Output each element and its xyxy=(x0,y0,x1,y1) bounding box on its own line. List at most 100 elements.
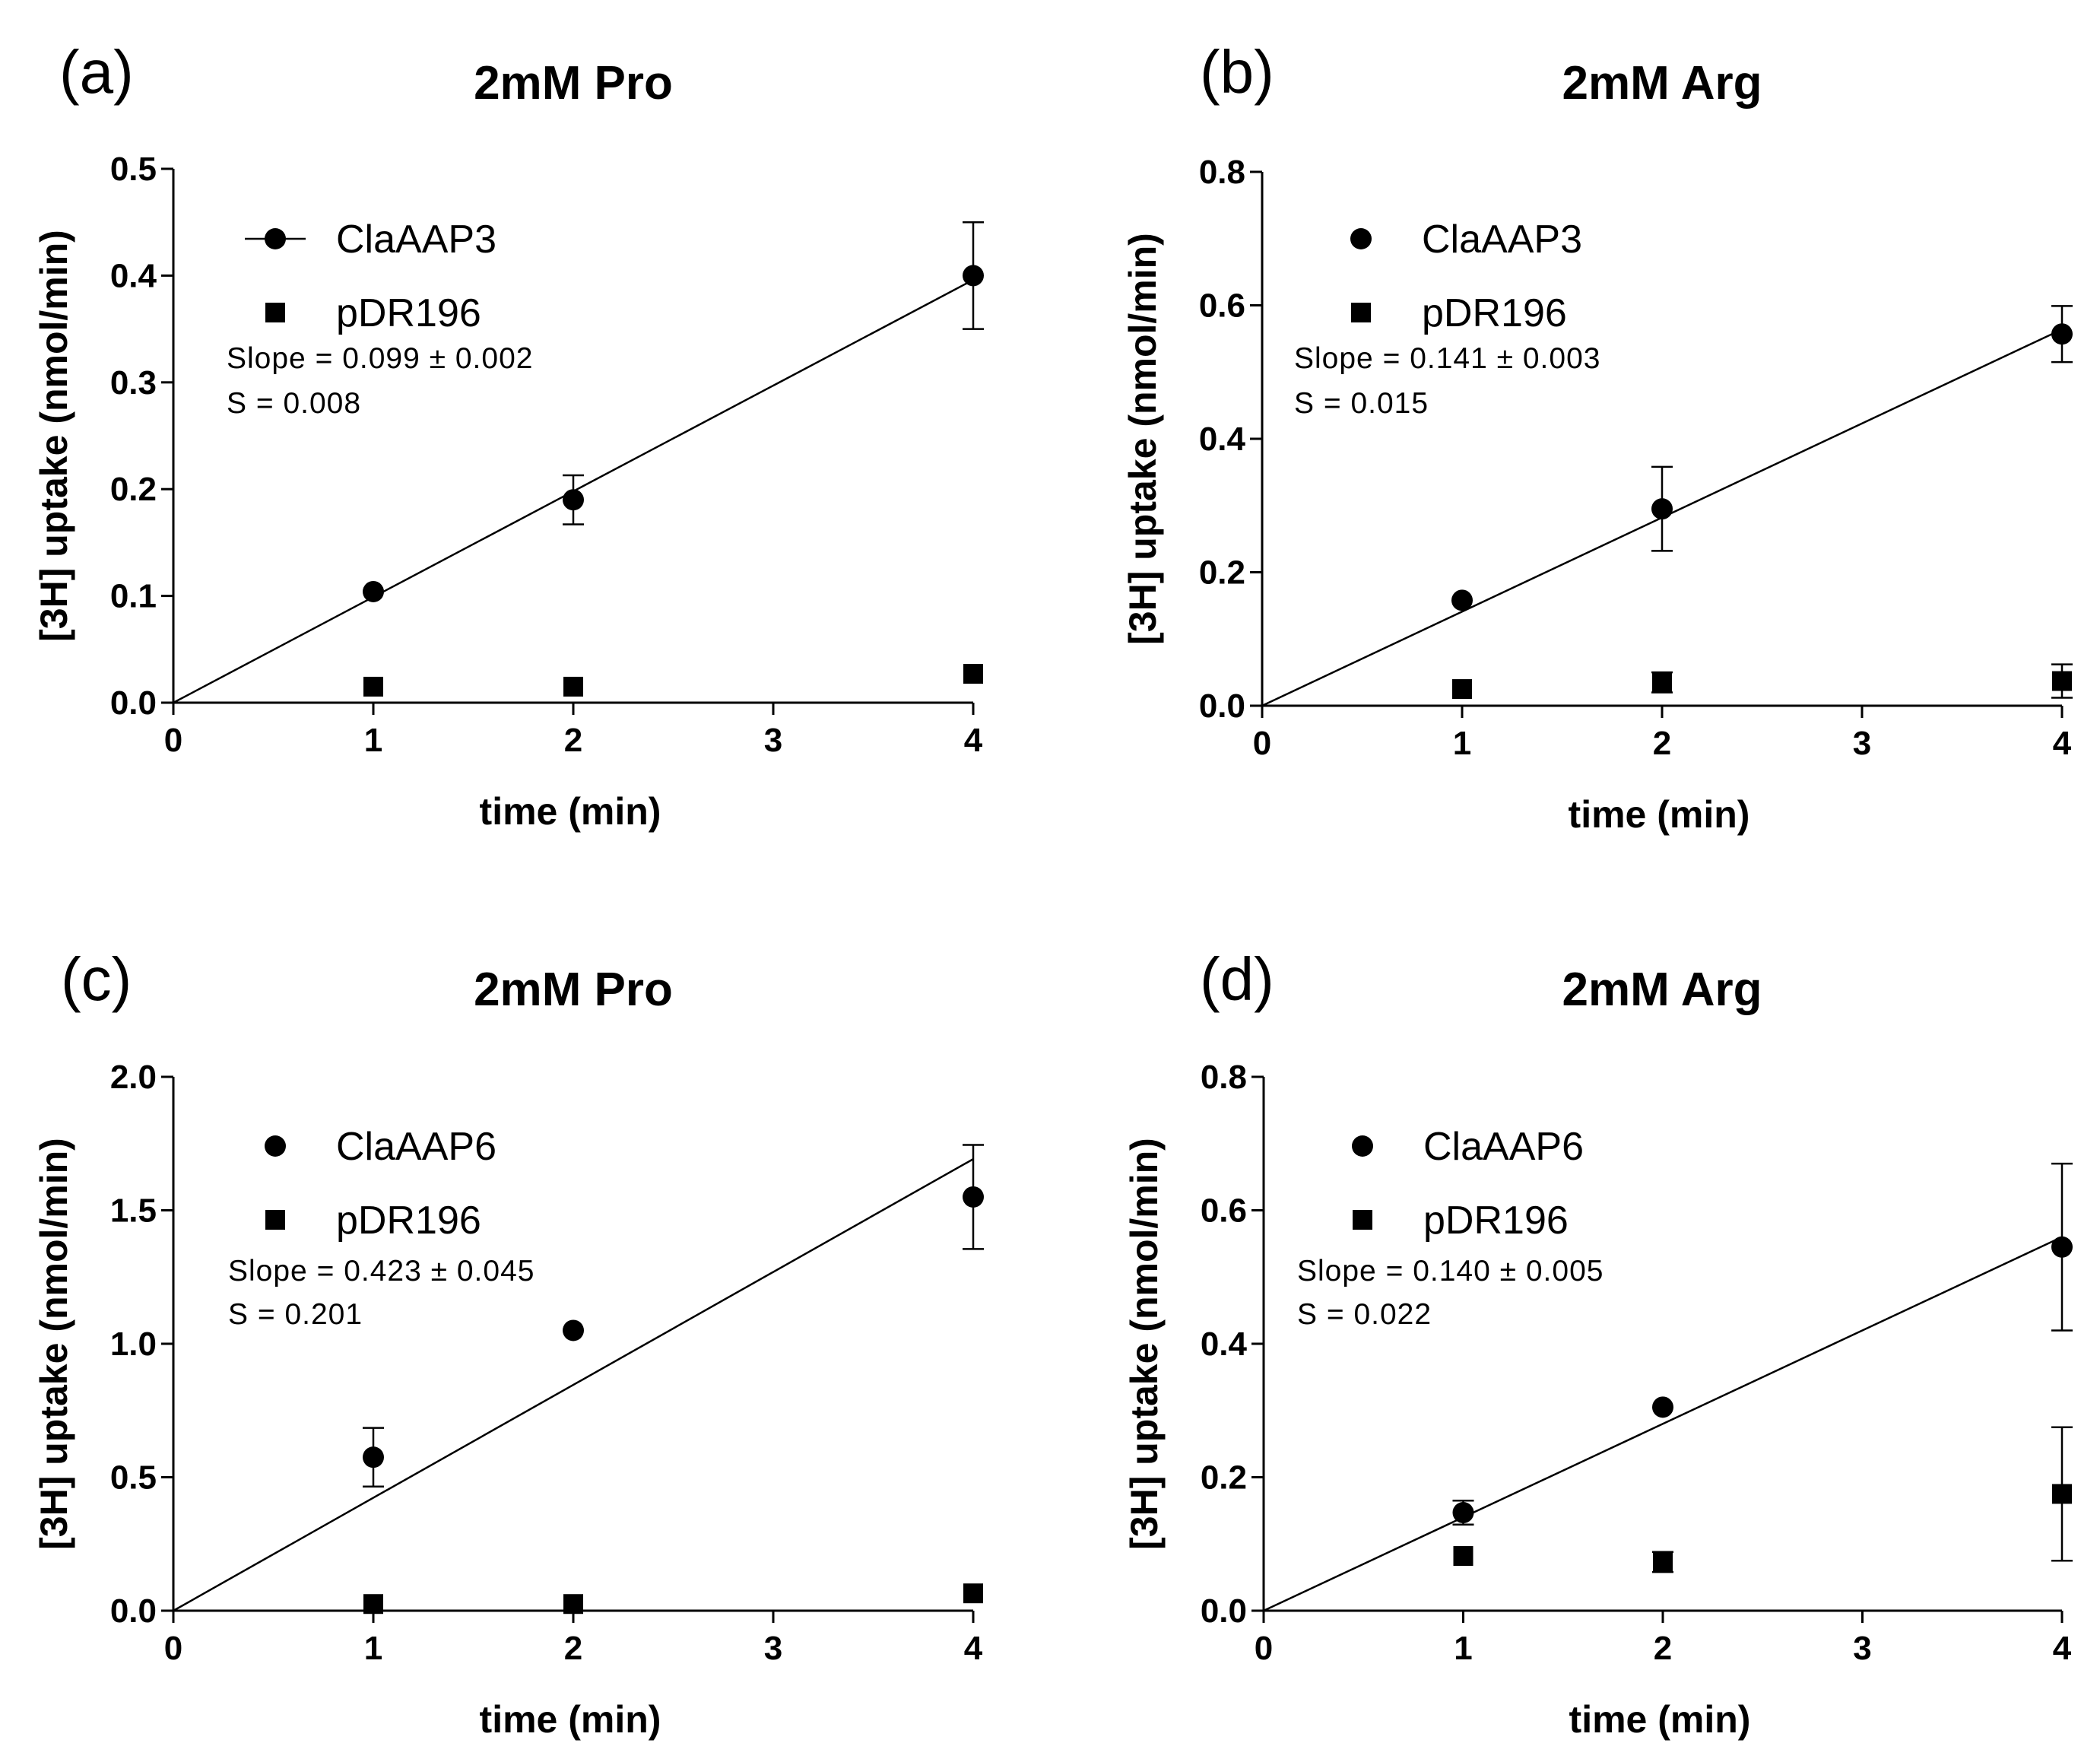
data-point-pdr196 xyxy=(1453,1546,1473,1567)
y-tick-label: 0.4 xyxy=(1201,1326,1248,1363)
x-tick-label: 2 xyxy=(1654,1630,1672,1667)
data-point-claaap3 xyxy=(963,265,984,287)
y-axis-label: [3H] uptake (nmol/min) xyxy=(1123,1138,1166,1550)
y-tick-label: 1.5 xyxy=(110,1192,157,1230)
x-tick-label: 0 xyxy=(1253,725,1271,762)
x-tick-label: 4 xyxy=(2053,725,2072,762)
y-axis-label: [3H] uptake (nmol/min) xyxy=(33,230,75,642)
legend-label: pDR196 xyxy=(1423,1199,1569,1243)
data-point-claaap6 xyxy=(363,1446,384,1468)
legend-marker-circle xyxy=(265,1135,286,1157)
data-point-claaap3 xyxy=(2051,323,2073,345)
y-tick-label: 0.6 xyxy=(1199,287,1245,325)
legend-label: ClaAAP3 xyxy=(336,217,496,262)
y-tick-label: 0.6 xyxy=(1201,1192,1247,1230)
x-tick-label: 3 xyxy=(764,1630,782,1667)
legend-label: ClaAAP6 xyxy=(1423,1125,1584,1169)
chart-panel-a: (a) 2mM Pro 0.0 0.1 0.2 0.3 0.4 0.5 0 1 2 3 4 time (m… xyxy=(33,38,984,833)
y-tick-label: 0.4 xyxy=(110,257,157,294)
x-tick-label: 3 xyxy=(764,722,782,759)
s-annotation: S = 0.201 xyxy=(228,1298,363,1331)
chart-panel-d: (d) 2mM Arg 0.0 0.2 0.4 0.6 0.8 0 1 2 3 4 time (min)… xyxy=(1123,945,2073,1741)
s-annotation: S = 0.008 xyxy=(227,387,361,420)
data-point-pdr196 xyxy=(1653,1551,1673,1572)
data-point-claaap3 xyxy=(563,489,584,511)
data-point-claaap6 xyxy=(1652,1396,1673,1418)
data-point-claaap6 xyxy=(963,1186,984,1208)
x-tick-label: 3 xyxy=(1853,725,1871,762)
fit-line xyxy=(173,1158,974,1612)
x-tick-label: 4 xyxy=(964,1630,983,1667)
y-axis-label: [3H] uptake (nmol/min) xyxy=(33,1138,75,1550)
chart-panel-c: (c) 2mM Pro 0.0 0.5 1.0 1.5 2.0 0 1 2 3 4 time (min)… xyxy=(33,945,984,1741)
x-tick-label: 2 xyxy=(564,722,582,759)
x-tick-label: 1 xyxy=(364,722,382,759)
data-point-pdr196 xyxy=(1652,672,1672,693)
y-tick-label: 0.0 xyxy=(110,684,157,722)
slope-annotation: Slope = 0.423 ± 0.045 xyxy=(228,1255,535,1287)
legend-marker-square xyxy=(265,1210,285,1230)
x-axis-label: time (min) xyxy=(480,1698,661,1741)
legend-label: pDR196 xyxy=(1422,291,1567,335)
data-point-pdr196 xyxy=(963,1583,983,1604)
data-point-pdr196 xyxy=(963,664,983,684)
legend-marker-square xyxy=(1353,1210,1372,1230)
panel-label: (d) xyxy=(1200,945,1274,1013)
y-tick-label: 0.5 xyxy=(110,151,157,188)
chart-title: 2mM Pro xyxy=(474,964,673,1016)
legend-marker-circle xyxy=(265,228,286,249)
data-point-claaap6 xyxy=(1452,1502,1474,1524)
x-tick-label: 0 xyxy=(164,722,182,759)
y-tick-label: 0.0 xyxy=(1199,687,1245,725)
y-axis-label: [3H] uptake (nmol/min) xyxy=(1121,233,1164,645)
data-point-claaap6 xyxy=(2051,1236,2073,1258)
x-tick-label: 4 xyxy=(2053,1630,2072,1667)
legend-marker-square xyxy=(265,303,285,322)
slope-annotation: Slope = 0.140 ± 0.005 xyxy=(1297,1255,1604,1287)
data-point-pdr196 xyxy=(563,676,583,697)
y-tick-label: 0.2 xyxy=(1199,554,1245,592)
s-annotation: S = 0.022 xyxy=(1297,1298,1432,1331)
legend-marker-circle xyxy=(1350,228,1372,249)
x-tick-label: 0 xyxy=(1255,1630,1273,1667)
x-axis-label: time (min) xyxy=(1569,793,1750,836)
legend-label: pDR196 xyxy=(336,1199,481,1243)
panel-label: (b) xyxy=(1200,38,1274,106)
y-tick-label: 0.0 xyxy=(110,1592,157,1630)
data-point-pdr196 xyxy=(363,1594,383,1615)
x-tick-label: 2 xyxy=(564,1630,582,1667)
panel-label: (a) xyxy=(59,38,134,106)
y-tick-label: 0.0 xyxy=(1201,1592,1247,1630)
x-tick-label: 1 xyxy=(1453,725,1471,762)
x-tick-label: 3 xyxy=(1853,1630,1871,1667)
y-tick-label: 0.4 xyxy=(1199,421,1246,458)
legend-label: pDR196 xyxy=(336,291,481,335)
legend-label: ClaAAP3 xyxy=(1422,217,1582,262)
data-point-pdr196 xyxy=(2052,1484,2072,1504)
slope-annotation: Slope = 0.141 ± 0.003 xyxy=(1294,342,1600,375)
data-point-claaap3 xyxy=(1451,589,1473,611)
data-point-claaap3 xyxy=(1651,498,1673,520)
chart-title: 2mM Pro xyxy=(474,57,673,110)
legend-label: ClaAAP6 xyxy=(336,1125,496,1169)
slope-annotation: Slope = 0.099 ± 0.002 xyxy=(227,342,533,375)
s-annotation: S = 0.015 xyxy=(1294,387,1429,420)
y-tick-label: 0.8 xyxy=(1199,154,1245,191)
x-tick-label: 0 xyxy=(164,1630,182,1667)
legend-marker-circle xyxy=(1352,1135,1373,1157)
data-point-pdr196 xyxy=(1452,679,1472,700)
x-tick-label: 2 xyxy=(1653,725,1671,762)
y-tick-label: 0.8 xyxy=(1201,1059,1247,1096)
y-tick-label: 2.0 xyxy=(110,1059,157,1096)
data-point-claaap6 xyxy=(563,1319,584,1341)
y-tick-label: 0.3 xyxy=(110,364,157,402)
y-tick-label: 0.2 xyxy=(1201,1459,1247,1497)
x-tick-label: 1 xyxy=(1454,1630,1472,1667)
y-tick-label: 0.1 xyxy=(110,578,157,615)
x-tick-label: 4 xyxy=(964,722,983,759)
chart-title: 2mM Arg xyxy=(1562,57,1762,110)
data-point-pdr196 xyxy=(363,676,383,697)
chart-panel-b: (b) 2mM Arg 0.0 0.2 0.4 0.6 0.8 0 1 2 3 4 time (min)… xyxy=(1121,38,2073,836)
y-tick-label: 0.2 xyxy=(110,471,157,508)
